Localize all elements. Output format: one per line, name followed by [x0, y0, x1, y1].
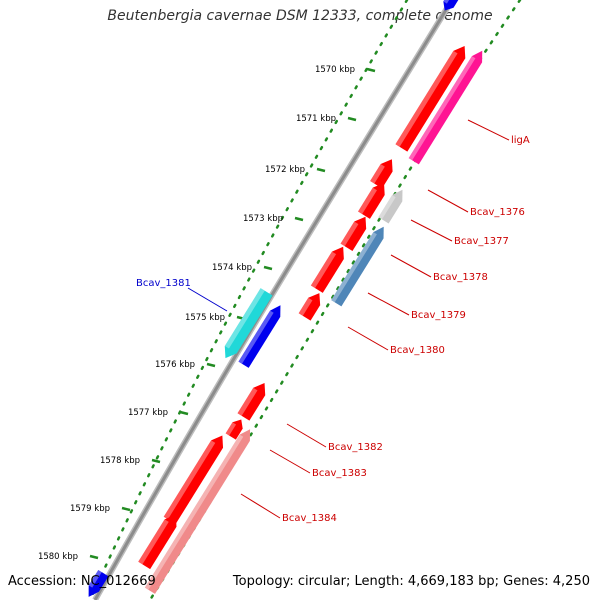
label-leader-bcav-1379: [367, 292, 410, 316]
backbone-line: [93, 0, 454, 600]
gene-arrow-forward: [298, 293, 321, 321]
label-leader-bcav-1383: [269, 449, 311, 474]
gene-arrow-forward: [138, 514, 177, 570]
gene-arrow-forward: [370, 159, 393, 189]
gene-arrow-forward: [395, 46, 466, 152]
gene-arrow-bcav-1381: [224, 288, 273, 359]
ruler-label: 1576 kbp: [155, 360, 195, 370]
label-leader-bcav-1384: [240, 493, 281, 519]
gene-label-bcav-1383: Bcav_1383: [312, 468, 367, 479]
ruler-label: 1577 kbp: [128, 408, 168, 418]
ruler-tick: [366, 67, 376, 73]
ruler-label: 1575 kbp: [185, 313, 225, 323]
ruler-label: 1579 kbp: [70, 504, 110, 514]
gene-arrow-forward: [237, 383, 266, 421]
ruler-label: 1570 kbp: [315, 65, 355, 75]
ruler-tick: [179, 410, 189, 416]
gene-label-liga: ligA: [511, 135, 530, 146]
gene-label-bcav-1384: Bcav_1384: [282, 513, 337, 524]
gene-arrow-reverse: [88, 569, 109, 597]
gene-arrow-bcav-1377: [378, 189, 403, 224]
ruler-tick: [151, 458, 161, 464]
ruler-label: 1578 kbp: [100, 456, 140, 466]
label-leader-bcav-1380: [347, 326, 389, 351]
label-leader-bcav-1378: [390, 254, 432, 278]
ruler-tick: [263, 265, 273, 271]
genome-summary-text: Topology: circular; Length: 4,669,183 bp…: [232, 574, 590, 589]
gene-arrow-forward: [163, 435, 224, 525]
gene-arrow-forward: [340, 216, 367, 251]
gene-arrow-forward: [225, 419, 243, 440]
gene-label-bcav-1379: Bcav_1379: [411, 310, 466, 321]
gene-arrow-bcav-1384: [144, 429, 251, 594]
label-leader-bcav-1382: [286, 423, 327, 448]
label-leader-liga: [467, 119, 510, 141]
gene-arrow-bcav-1378: [331, 226, 384, 307]
ruler-tick: [121, 506, 131, 512]
ruler-tick: [294, 216, 304, 222]
gene-arrow-forward: [358, 182, 385, 219]
guide-lane-1: [88, 0, 409, 600]
gene-label-bcav-1378: Bcav_1378: [433, 272, 488, 283]
gene-arrow-reverse: [238, 305, 281, 368]
ruler-label: 1573 kbp: [243, 214, 283, 224]
ruler-tick: [206, 362, 216, 368]
label-leader-bcav-1381: [187, 287, 228, 312]
gene-arrow-reverse: [443, 0, 461, 11]
gene-label-bcav-1382: Bcav_1382: [328, 442, 383, 453]
ruler-tick: [89, 554, 99, 560]
ruler-label: 1574 kbp: [212, 263, 252, 273]
ruler-label: 1571 kbp: [296, 114, 336, 124]
accession-text: Accession: NC_012669: [8, 574, 156, 589]
ruler-tick: [316, 167, 326, 173]
ruler-label: 1580 kbp: [38, 552, 78, 562]
ruler-tick: [347, 116, 357, 122]
gene-label-bcav-1376: Bcav_1376: [470, 207, 525, 218]
gene-arrow-liga: [408, 50, 483, 165]
gene-label-bcav-1377: Bcav_1377: [454, 236, 509, 247]
label-leader-bcav-1376: [427, 189, 469, 213]
label-leader-bcav-1377: [410, 219, 453, 242]
gene-label-bcav-1381: Bcav_1381: [136, 278, 191, 289]
gene-arrow-forward: [310, 246, 344, 293]
ruler-label: 1572 kbp: [265, 165, 305, 175]
gene-label-bcav-1380: Bcav_1380: [390, 345, 445, 356]
